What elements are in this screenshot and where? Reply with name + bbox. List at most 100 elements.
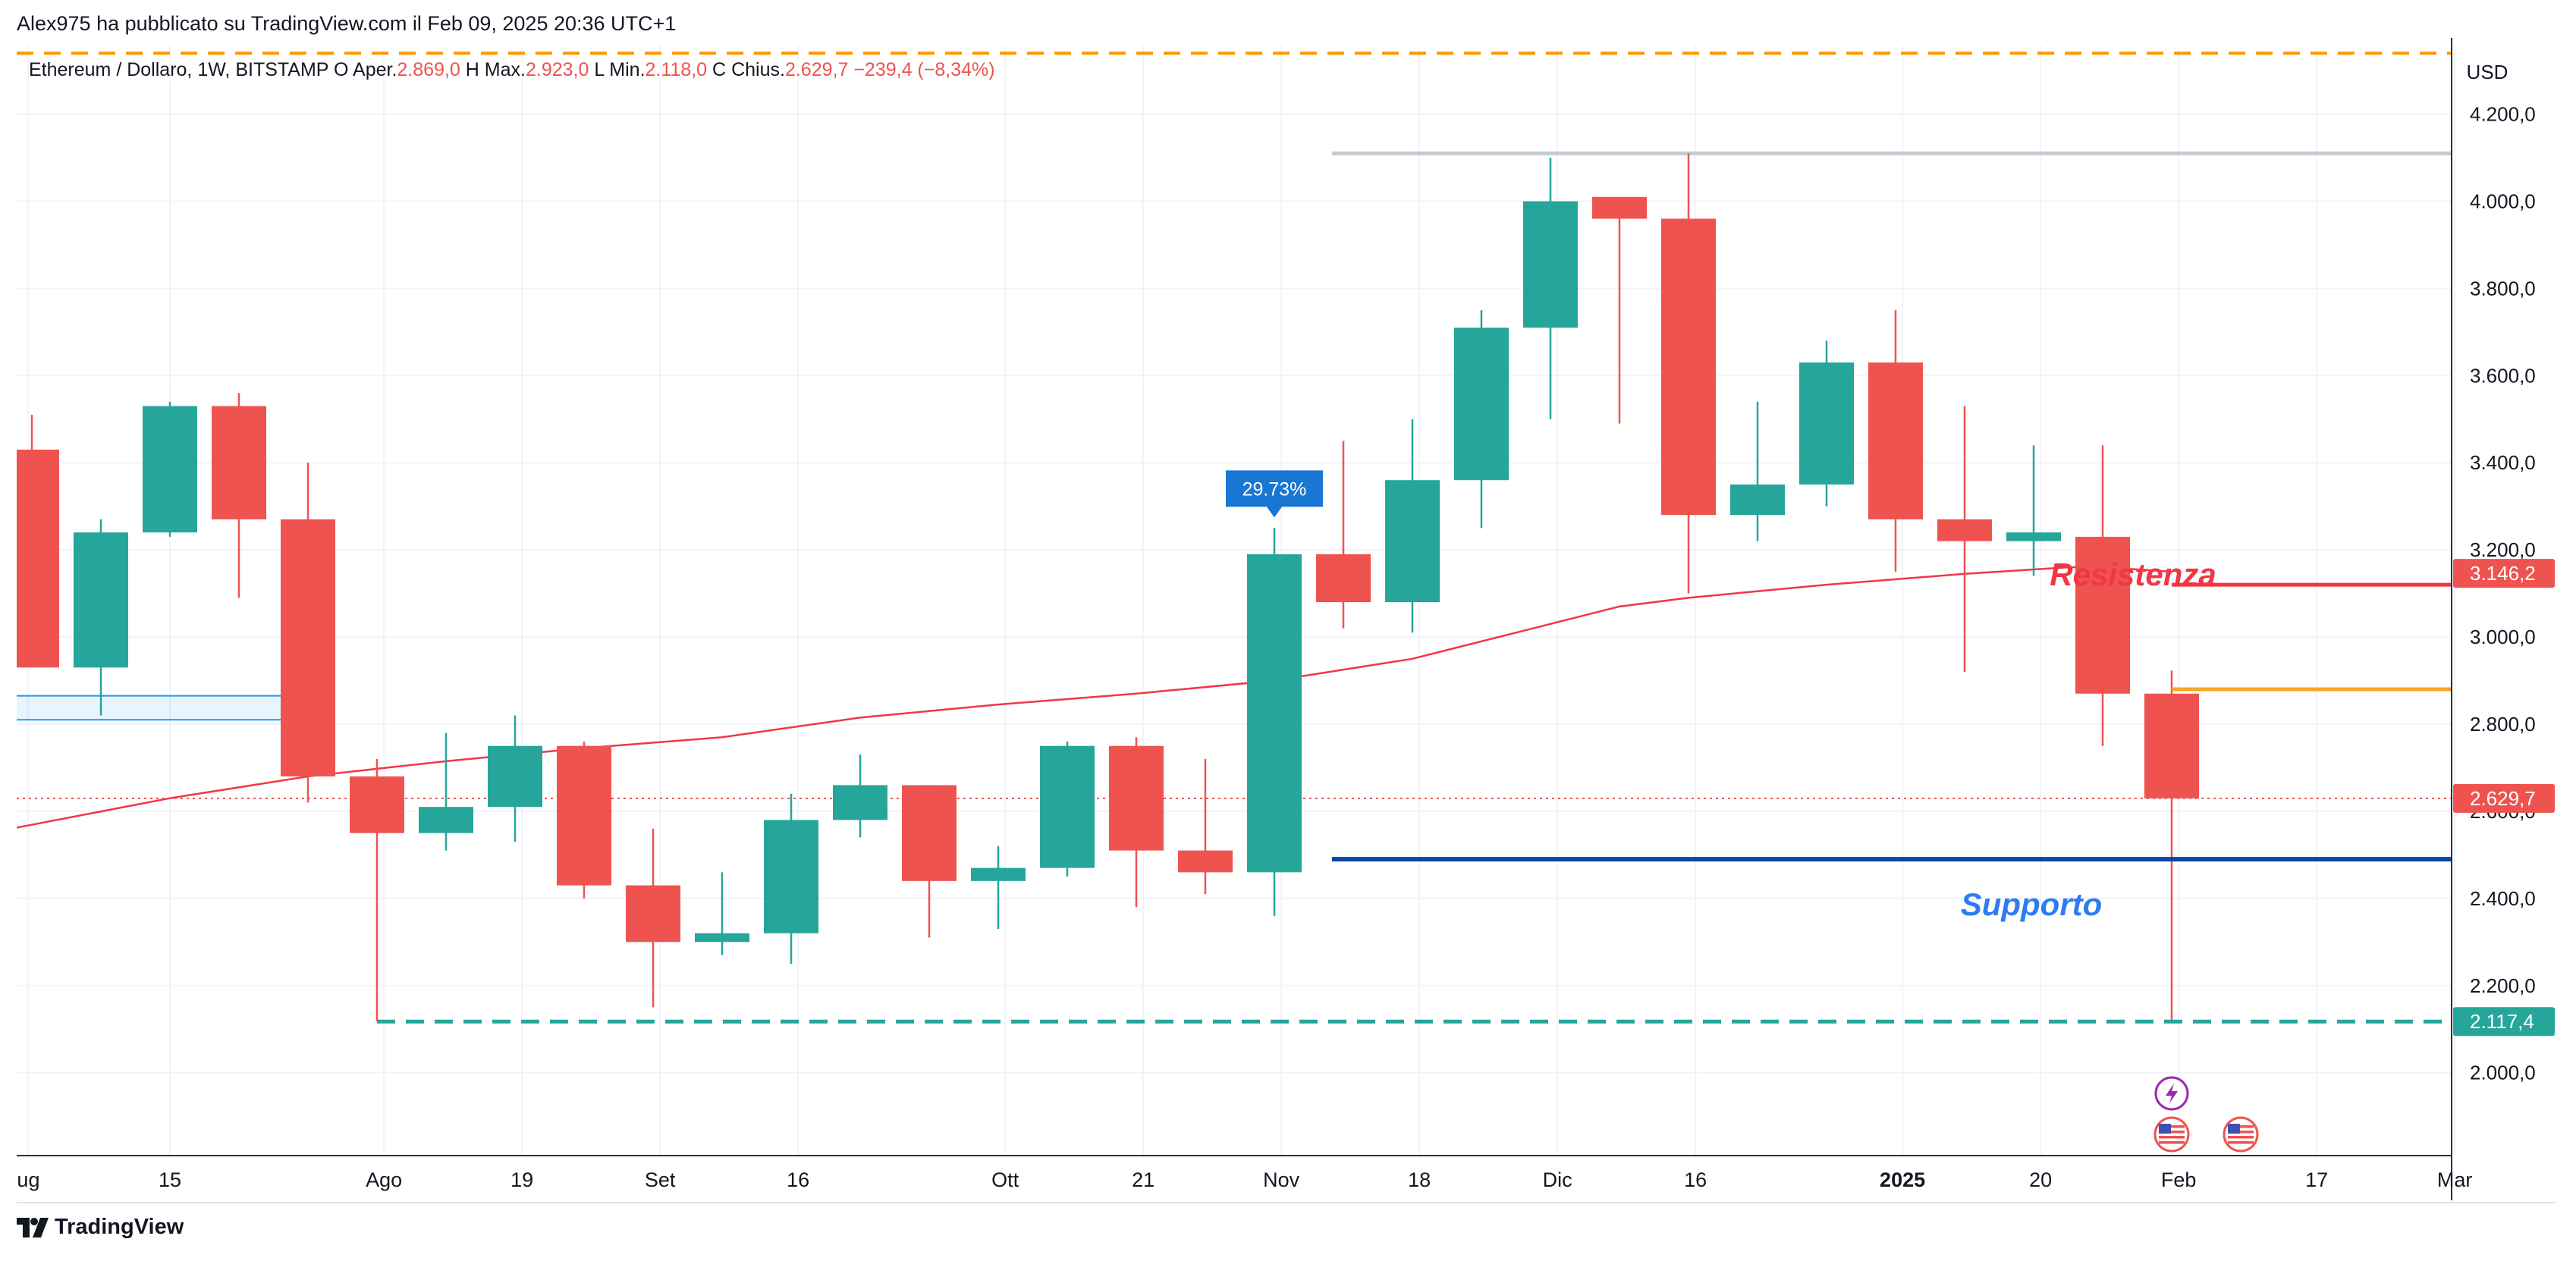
candle-body[interactable] <box>1316 554 1371 603</box>
candle-body[interactable] <box>281 519 335 776</box>
candle[interactable] <box>1937 406 1992 673</box>
candle-body[interactable] <box>1592 196 1647 219</box>
tradingview-logo[interactable]: TradingView <box>17 1215 184 1240</box>
candle[interactable] <box>1109 737 1164 908</box>
legend-high-label: H <box>465 59 479 80</box>
us-flag-icon-stripe <box>2159 1125 2185 1128</box>
candle-body[interactable] <box>1454 328 1509 481</box>
candle-body[interactable] <box>1799 362 1854 485</box>
percent-change-badge[interactable] <box>1226 470 1323 518</box>
us-flag-icon-canton <box>2228 1124 2240 1134</box>
candle[interactable] <box>764 793 818 965</box>
candle-body[interactable] <box>1730 484 1785 516</box>
candle[interactable] <box>557 741 611 899</box>
candle[interactable] <box>1454 310 1509 529</box>
legend-low-label: L <box>594 59 605 80</box>
candle[interactable] <box>2006 445 2061 576</box>
candle[interactable] <box>350 758 404 1021</box>
candle[interactable] <box>2075 445 2130 746</box>
candle[interactable] <box>902 785 957 938</box>
candle-body[interactable] <box>1868 362 1923 519</box>
candle-body[interactable] <box>833 785 887 820</box>
time-axis-tick-label: 2025 <box>1880 1168 1925 1191</box>
candle-body[interactable] <box>2075 536 2130 694</box>
candle[interactable] <box>695 872 749 955</box>
price-tag[interactable]: 2.629,7 <box>2453 783 2555 813</box>
us-flag-icon[interactable] <box>2153 1116 2190 1153</box>
price-tag[interactable]: 3.146,2 <box>2453 559 2555 588</box>
us-flag-icon[interactable] <box>2223 1116 2259 1153</box>
candle[interactable] <box>1316 441 1371 629</box>
candle[interactable] <box>1178 758 1233 895</box>
time-axis-tick-label: 17 <box>2305 1168 2328 1191</box>
candle[interactable] <box>2144 670 2199 1021</box>
candle-body[interactable] <box>695 933 749 943</box>
candle[interactable] <box>1592 196 1647 424</box>
candle[interactable] <box>5 415 59 668</box>
lightning-icon[interactable] <box>2154 1076 2189 1111</box>
candle-body[interactable] <box>626 885 680 943</box>
candle[interactable] <box>1661 153 1716 594</box>
candle-body[interactable] <box>74 532 128 668</box>
candle[interactable] <box>833 754 887 838</box>
candle-body[interactable] <box>419 807 473 833</box>
time-axis-tick-label: Nov <box>1263 1168 1300 1191</box>
candle-body[interactable] <box>212 406 266 519</box>
candle[interactable] <box>74 519 128 716</box>
legend-close-name: Chius. <box>731 59 785 80</box>
price-tag-box <box>2453 1007 2555 1037</box>
candle[interactable] <box>626 828 680 1008</box>
candle-body[interactable] <box>2144 693 2199 798</box>
time-axis-tick-label: ug <box>17 1168 39 1191</box>
candle-body[interactable] <box>1247 554 1302 873</box>
us-flag-icon-stripe <box>2228 1125 2254 1128</box>
candle-body[interactable] <box>902 785 957 881</box>
candle-body[interactable] <box>5 449 59 668</box>
time-axis-tick-label: 16 <box>1684 1168 1707 1191</box>
candle[interactable] <box>971 845 1026 930</box>
candle-body[interactable] <box>1523 201 1578 328</box>
candle-body[interactable] <box>143 406 197 533</box>
candle[interactable] <box>1523 158 1578 419</box>
brand-label: TradingView <box>55 1215 184 1239</box>
plot-area[interactable] <box>17 45 2452 1156</box>
candle[interactable] <box>1730 401 1785 541</box>
candle-body[interactable] <box>1385 480 1440 603</box>
candle[interactable] <box>1040 741 1095 877</box>
candle-body[interactable] <box>1937 519 1992 541</box>
candle-body[interactable] <box>1661 218 1716 516</box>
time-axis-tick-label: 19 <box>510 1168 533 1191</box>
candle[interactable] <box>1799 340 1854 507</box>
chart-legend: Ethereum / Dollaro, 1W, BITSTAMP O Aper.… <box>29 59 995 81</box>
legend-open-value: 2.869,0 <box>397 59 460 80</box>
candle-body[interactable] <box>350 776 404 833</box>
candle[interactable] <box>419 732 473 851</box>
candle[interactable] <box>281 463 335 803</box>
legend-close-value: 2.629,7 <box>784 59 849 80</box>
candle[interactable] <box>1868 310 1923 572</box>
legend-symbol[interactable]: Ethereum / Dollaro, 1W, BITSTAMP <box>29 59 329 80</box>
candle-body[interactable] <box>764 820 818 933</box>
candle[interactable] <box>1385 419 1440 633</box>
legend-low-value: 2.118,0 <box>645 59 708 80</box>
candle-body[interactable] <box>971 867 1026 881</box>
legend-open-name: Aper. <box>353 59 397 80</box>
price-axis-currency[interactable]: USD <box>2467 61 2508 83</box>
candle-body[interactable] <box>1040 745 1095 868</box>
candle-body[interactable] <box>488 745 542 808</box>
candle-body[interactable] <box>1109 745 1164 851</box>
candle[interactable] <box>488 715 542 842</box>
candle-body[interactable] <box>1178 850 1233 873</box>
price-tag-box <box>2453 783 2555 813</box>
time-axis-tick-label: Dic <box>1543 1168 1572 1191</box>
candle[interactable] <box>212 393 266 598</box>
candle-body[interactable] <box>2006 532 2061 541</box>
candle-body[interactable] <box>557 745 611 886</box>
percent-change-text: 29.73% <box>1242 478 1307 500</box>
candle[interactable] <box>143 401 197 537</box>
candle[interactable] <box>1247 528 1302 916</box>
time-axis-tick-label: 18 <box>1408 1168 1431 1191</box>
price-tag[interactable]: 2.117,4 <box>2453 1007 2555 1037</box>
price-axis-tick-label: 3.000,0 <box>2470 626 2536 648</box>
